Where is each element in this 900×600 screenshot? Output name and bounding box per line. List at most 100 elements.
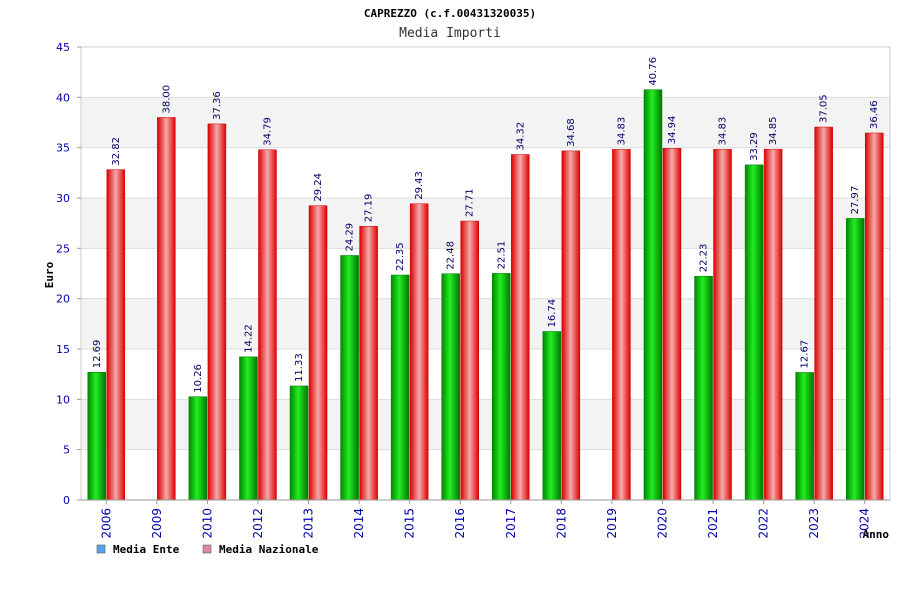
bar-media-ente <box>441 273 460 501</box>
legend-swatch-media-ente <box>96 544 106 554</box>
value-label-media-nazionale: 38.00 <box>161 85 172 114</box>
value-label-media-nazionale: 27.71 <box>465 188 476 217</box>
bar-media-ente <box>643 89 663 501</box>
value-label-media-nazionale: 29.43 <box>414 171 425 200</box>
y-tick-label: 35 <box>56 142 70 155</box>
value-label-media-ente: 16.74 <box>547 299 558 328</box>
y-tick-label: 40 <box>56 91 70 104</box>
bar-media-ente <box>795 372 814 501</box>
x-tick-label: 2014 <box>352 508 366 539</box>
value-label-media-ente: 22.51 <box>496 241 507 270</box>
y-tick-label: 20 <box>56 293 70 306</box>
bar-media-nazionale <box>612 149 631 501</box>
value-label-media-nazionale: 34.85 <box>768 117 779 146</box>
x-tick-label: 2006 <box>99 508 113 539</box>
y-tick-label: 25 <box>56 242 70 255</box>
y-axis-label: Euro <box>43 261 56 288</box>
x-tick-label: 2015 <box>403 508 417 539</box>
value-label-media-nazionale: 37.36 <box>212 91 223 120</box>
chart-title: CAPREZZO (c.f.00431320035) <box>364 7 536 20</box>
value-label-media-ente: 40.76 <box>648 57 659 86</box>
x-tick-label: 2017 <box>504 508 518 539</box>
value-label-media-ente: 11.33 <box>294 353 305 382</box>
bar-media-nazionale <box>207 123 227 501</box>
bar-media-nazionale <box>561 150 581 501</box>
value-label-media-nazionale: 37.05 <box>819 94 830 123</box>
value-label-media-nazionale: 32.82 <box>111 137 122 166</box>
bar-media-ente <box>239 356 258 501</box>
x-axis-label: Anno <box>863 528 890 541</box>
value-label-media-nazionale: 36.46 <box>869 100 880 129</box>
value-label-media-nazionale: 34.68 <box>566 118 577 147</box>
value-label-media-ente: 33.29 <box>749 132 760 161</box>
value-labels: 12.69 32.82 38.00 10.26 37.36 14.22 34.79 11.33… <box>92 57 880 393</box>
legend-label-media-ente: Media Ente <box>113 543 180 556</box>
value-label-media-ente: 22.23 <box>699 244 710 273</box>
bar-media-nazionale <box>511 154 530 501</box>
bar-media-nazionale <box>460 220 479 501</box>
bar-media-ente <box>492 273 511 501</box>
bar-media-nazionale <box>814 126 833 501</box>
bar-media-ente <box>694 275 713 501</box>
y-tick-label: 0 <box>63 494 70 507</box>
x-tick-label: 2018 <box>554 508 568 539</box>
bar-media-nazionale <box>864 132 884 501</box>
value-label-media-ente: 24.29 <box>345 223 356 252</box>
value-label-media-ente: 22.48 <box>446 241 457 270</box>
x-tick-label: 2010 <box>200 508 214 539</box>
bar-media-nazionale <box>359 226 378 501</box>
bar-media-ente <box>390 274 410 501</box>
bar-media-nazionale <box>308 205 328 501</box>
value-label-media-ente: 10.26 <box>193 364 204 393</box>
x-tick-label: 2020 <box>655 508 669 539</box>
bar-media-nazionale <box>409 203 429 501</box>
bar-media-nazionale <box>258 149 277 501</box>
legend-label-media-nazionale: Media Nazionale <box>219 543 319 556</box>
value-label-media-nazionale: 34.32 <box>515 122 526 151</box>
y-tick-label: 5 <box>63 444 70 457</box>
value-label-media-ente: 12.67 <box>800 340 811 369</box>
bar-media-ente <box>188 396 208 501</box>
bar-media-ente <box>340 255 359 501</box>
value-label-media-nazionale: 27.19 <box>364 194 375 223</box>
chart-subtitle: Media Importi <box>399 26 501 41</box>
x-tick-label: 2009 <box>150 508 164 539</box>
value-label-media-ente: 27.97 <box>850 186 861 215</box>
value-label-media-ente: 14.22 <box>243 324 254 353</box>
bar-media-nazionale <box>713 149 732 501</box>
x-tick-label: 2021 <box>706 508 720 539</box>
x-tick-label: 2019 <box>605 508 619 539</box>
y-tick-label: 15 <box>56 343 70 356</box>
y-tick-label: 10 <box>56 393 70 406</box>
x-tick-label: 2016 <box>453 508 467 539</box>
value-label-media-ente: 12.69 <box>92 340 103 369</box>
value-label-media-nazionale: 34.79 <box>262 117 273 146</box>
bar-media-nazionale <box>763 148 783 501</box>
bar-media-nazionale <box>662 148 682 501</box>
bar-media-ente <box>845 218 865 501</box>
bar-media-nazionale <box>106 169 126 501</box>
value-label-media-nazionale: 34.83 <box>718 117 729 146</box>
x-tick-label: 2024 <box>858 508 872 539</box>
y-axis-ticks: 0 5 10 15 20 25 30 35 40 45 <box>56 41 81 507</box>
bar-media-ente <box>744 164 764 501</box>
x-tick-label: 2012 <box>251 508 265 539</box>
y-tick-label: 45 <box>56 41 70 54</box>
bar-media-nazionale <box>157 117 176 501</box>
x-tick-label: 2023 <box>807 508 821 539</box>
value-label-media-nazionale: 34.83 <box>616 117 627 146</box>
x-tick-label: 2013 <box>302 508 316 539</box>
legend-swatch-media-nazionale <box>202 544 212 554</box>
value-label-media-nazionale: 29.24 <box>313 173 324 202</box>
bar-media-ente <box>542 331 562 501</box>
bar-media-ente <box>87 372 107 501</box>
value-label-media-ente: 22.35 <box>395 242 406 271</box>
legend: Media Ente Media Nazionale <box>96 543 319 556</box>
bar-media-ente <box>289 385 309 501</box>
x-axis-ticks: 2006 2009 2010 2012 2013 2014 2015 2016 2017 2018… <box>99 500 872 539</box>
value-label-media-nazionale: 34.94 <box>667 116 678 145</box>
x-tick-label: 2022 <box>757 508 771 539</box>
grid-band <box>81 47 890 98</box>
y-tick-label: 30 <box>56 192 70 205</box>
